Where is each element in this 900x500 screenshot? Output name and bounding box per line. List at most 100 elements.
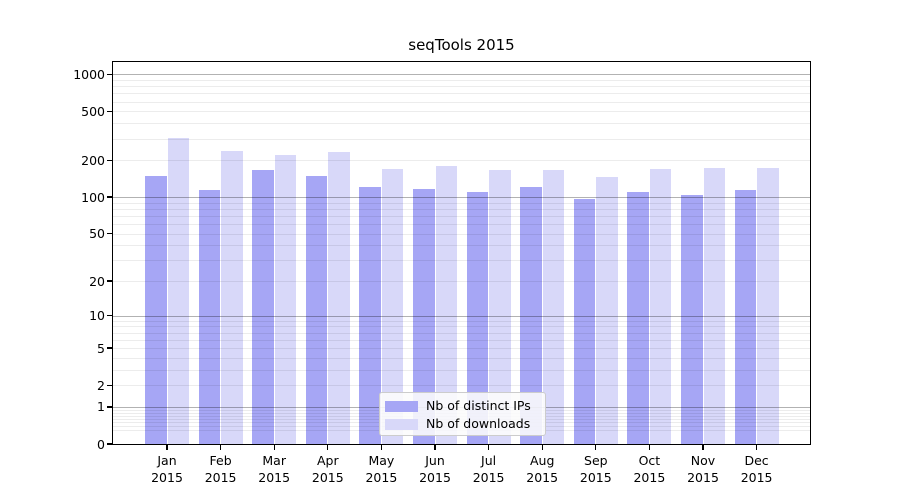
y-gridline-minor <box>113 357 810 359</box>
plot-border-right <box>810 60 812 446</box>
bar-downloads-feb <box>221 150 243 444</box>
bar-distinct-ips-jul <box>466 191 489 444</box>
y-gridline-major <box>113 315 810 317</box>
y-axis-tick <box>107 406 112 408</box>
y-gridline-minor <box>113 215 810 217</box>
x-axis-tick <box>219 445 222 450</box>
y-axis-tick-label: 10 <box>89 308 105 324</box>
x-axis-tick <box>380 445 383 450</box>
bar-distinct-ips-mar <box>252 170 274 444</box>
y-axis-tick-label: 200 <box>81 152 105 168</box>
y-axis-tick-label: 0 <box>97 436 105 452</box>
x-tick-label-month: Aug <box>529 453 555 468</box>
x-tick-label-year: 2015 <box>311 469 344 485</box>
y-gridline-minor <box>113 369 810 371</box>
x-axis-tick <box>434 445 436 450</box>
x-axis-tick-label-jun: Jun 2015 <box>407 453 463 486</box>
bar-downloads-jul <box>489 170 511 444</box>
x-axis-tick-label-aug: Aug 2015 <box>514 453 570 486</box>
x-axis-tick-label-may: May 2015 <box>353 453 409 486</box>
y-gridline-minor <box>113 260 810 262</box>
chart-title: seqTools 2015 <box>408 36 515 54</box>
y-gridline-minor <box>113 326 810 328</box>
bar-downloads-aug <box>542 169 565 444</box>
x-tick-label-month: May <box>368 453 395 468</box>
y-axis-tick-label: 50 <box>89 226 105 242</box>
x-tick-label-month: Nov <box>690 453 716 468</box>
y-gridline-major <box>113 74 810 76</box>
legend-swatch-downloads <box>385 418 418 430</box>
x-axis-tick-label-jul: Jul 2015 <box>461 453 517 486</box>
y-axis-tick <box>107 159 112 161</box>
legend-item-downloads: Nb of downloads <box>385 415 539 433</box>
bar-downloads-oct <box>649 168 672 444</box>
plot-area <box>111 60 812 446</box>
x-tick-label-year: 2015 <box>687 469 719 485</box>
y-axis-tick-label: 20 <box>89 273 105 289</box>
x-tick-label-year: 2015 <box>472 469 505 485</box>
x-axis-tick-label-sep: Sep 2015 <box>568 453 624 486</box>
y-axis-tick-label: 1 <box>97 399 105 415</box>
x-axis-tick <box>166 445 168 450</box>
x-axis-tick-label-dec: Dec 2015 <box>729 453 785 486</box>
y-axis-tick <box>107 196 112 198</box>
plot-border-top <box>112 60 811 62</box>
y-gridline-minor <box>113 233 810 235</box>
bar-distinct-ips-sep <box>573 198 596 444</box>
y-axis-tick-label: 100 <box>81 189 105 205</box>
x-axis-tick <box>648 445 651 450</box>
legend-swatch-ips <box>385 400 418 412</box>
y-gridline-minor <box>113 93 810 95</box>
y-gridline-minor <box>113 281 810 283</box>
bar-downloads-jun <box>435 166 457 444</box>
x-tick-label-year: 2015 <box>258 469 291 485</box>
x-tick-label-month: Mar <box>262 453 286 468</box>
y-axis-tick <box>107 315 112 317</box>
x-tick-label-month: Jun <box>425 453 445 468</box>
x-tick-label-month: Jan <box>157 453 177 468</box>
bar-distinct-ips-apr <box>305 176 328 444</box>
y-gridline-minor <box>113 160 810 162</box>
x-tick-label-year: 2015 <box>633 469 666 485</box>
y-gridline-minor <box>113 332 810 334</box>
y-gridline-minor <box>113 138 810 140</box>
y-gridline-minor <box>113 385 810 387</box>
y-axis-tick <box>107 232 112 235</box>
x-tick-label-month: Sep <box>584 453 608 468</box>
bar-distinct-ips-jun <box>413 188 435 444</box>
x-axis-tick <box>327 445 329 450</box>
x-tick-label-month: Apr <box>316 453 339 468</box>
x-axis-tick <box>702 445 704 450</box>
legend-item-ips: Nb of distinct IPs <box>385 397 539 415</box>
x-tick-label-month: Feb <box>209 453 232 468</box>
y-axis-tick <box>107 443 112 445</box>
bar-downloads-jan <box>167 137 189 444</box>
y-axis-tick-label: 1000 <box>73 66 105 82</box>
x-axis-tick-label-jan: Jan 2015 <box>139 453 195 486</box>
y-gridline-minor <box>113 245 810 247</box>
bar-distinct-ips-jan <box>145 176 167 444</box>
x-axis-tick <box>755 445 758 450</box>
x-tick-label-year: 2015 <box>579 469 612 485</box>
y-axis-tick <box>107 384 112 386</box>
y-gridline-minor <box>113 208 810 210</box>
y-gridline-minor <box>113 86 810 88</box>
x-axis-tick-label-mar: Mar 2015 <box>246 453 302 486</box>
legend: Nb of distinct IPs Nb of downloads <box>379 392 546 436</box>
x-axis-tick <box>273 445 275 450</box>
bar-downloads-may <box>381 168 404 444</box>
x-tick-label-year: 2015 <box>526 469 559 485</box>
y-gridline-minor <box>113 320 810 322</box>
x-tick-label-year: 2015 <box>419 469 451 485</box>
legend-label-downloads: Nb of downloads <box>426 416 531 431</box>
x-tick-label-year: 2015 <box>365 469 398 485</box>
plot-border-left <box>111 60 113 446</box>
x-tick-label-month: Dec <box>744 453 769 468</box>
y-axis-tick <box>107 280 112 282</box>
y-axis-tick <box>107 347 112 349</box>
y-gridline-major <box>113 197 810 199</box>
x-axis-tick-label-apr: Apr 2015 <box>300 453 356 486</box>
bar-distinct-ips-oct <box>627 192 649 444</box>
x-axis-tick-label-feb: Feb 2015 <box>193 453 249 486</box>
y-axis-tick-label: 5 <box>97 340 105 356</box>
